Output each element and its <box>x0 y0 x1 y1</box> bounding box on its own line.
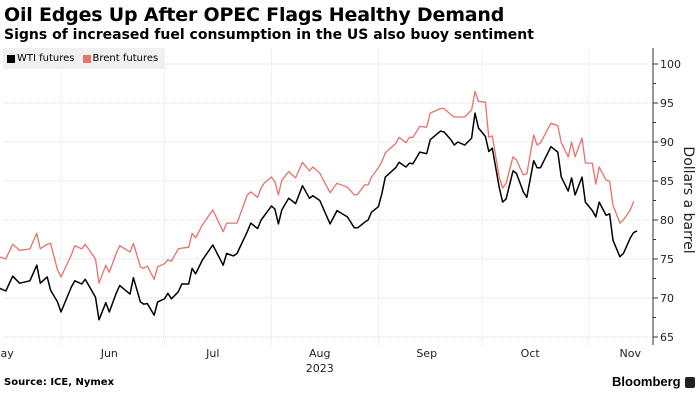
x-tick-label: Sep <box>416 347 437 360</box>
legend: WTI futures Brent futures <box>3 48 165 69</box>
chart-subtitle: Signs of increased fuel consumption in t… <box>4 27 534 43</box>
legend-label-brent: Brent futures <box>92 53 159 64</box>
legend-swatch-brent <box>82 54 91 63</box>
x-tick-label: May <box>0 347 14 360</box>
y-tick-label: 90 <box>660 136 674 149</box>
y-tick-label: 65 <box>660 331 674 344</box>
y-tick-label: 80 <box>660 214 674 227</box>
y-tick-label: 95 <box>660 97 674 110</box>
x-tick-label: Aug <box>309 347 330 360</box>
y-tick-label: 75 <box>660 253 674 266</box>
legend-swatch-wti <box>7 54 15 63</box>
bloomberg-logo: Bloomberg <box>612 374 681 389</box>
y-axis-label: Dollars a barrel <box>680 146 696 253</box>
chart-title: Oil Edges Up After OPEC Flags Healthy De… <box>4 4 505 26</box>
y-tick-label: 100 <box>660 58 681 71</box>
y-tick-label: 70 <box>660 292 674 305</box>
brent-series-line <box>0 90 635 284</box>
legend-label-wti: WTI futures <box>17 53 75 64</box>
legend-item-wti: WTI futures <box>7 53 75 64</box>
x-year-label: 2023 <box>306 362 334 375</box>
x-tick-label: Jun <box>100 347 118 360</box>
bloomberg-terminal-icon <box>685 377 695 388</box>
x-tick-label: Jul <box>205 347 219 360</box>
x-tick-label: Nov <box>620 347 642 360</box>
wti-series-line <box>0 112 638 321</box>
source-note: Source: ICE, Nymex <box>4 377 115 388</box>
legend-item-brent: Brent futures <box>82 53 159 64</box>
x-tick-label: Oct <box>521 347 541 360</box>
y-tick-label: 85 <box>660 175 674 188</box>
